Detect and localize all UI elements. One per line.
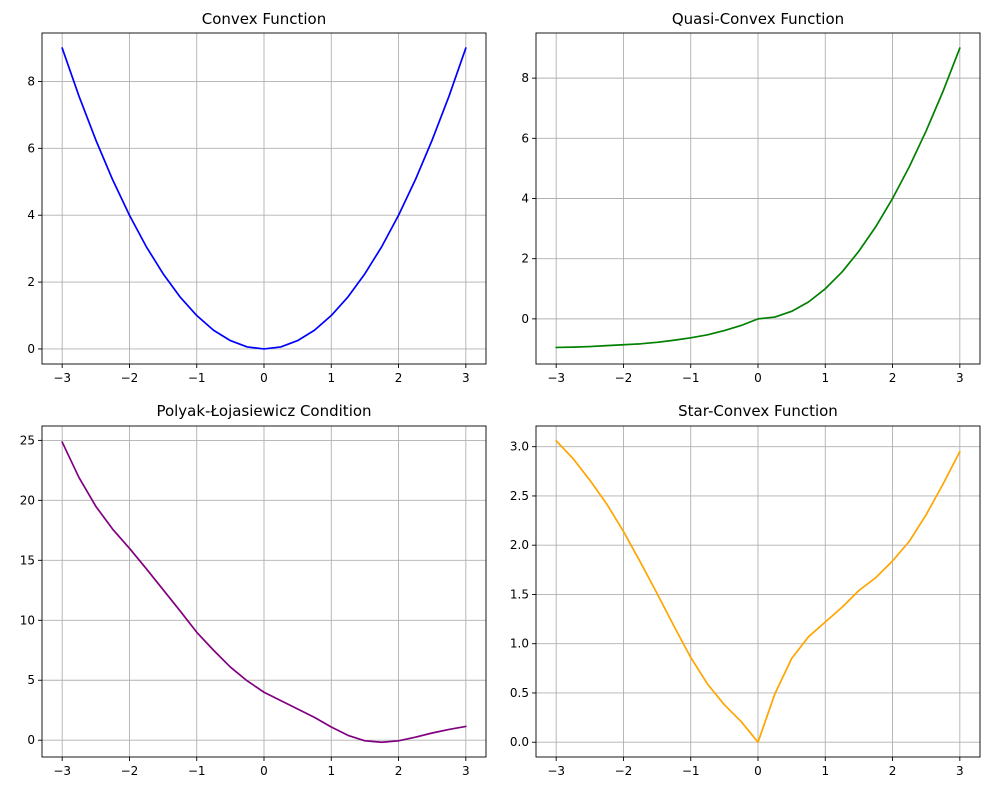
x-tick-label: 3 bbox=[956, 371, 964, 385]
x-tick-label: 1 bbox=[821, 371, 829, 385]
x-tick-label: −2 bbox=[615, 371, 633, 385]
x-tick-label: −1 bbox=[188, 371, 206, 385]
x-tick-label: 1 bbox=[327, 764, 335, 778]
x-tick-label: 2 bbox=[395, 371, 403, 385]
x-tick-label: 0 bbox=[260, 371, 268, 385]
series-line bbox=[61, 441, 467, 744]
y-tick-label: 2.0 bbox=[510, 538, 529, 552]
subplot-title: Star-Convex Function bbox=[678, 402, 838, 420]
x-tick-label: 0 bbox=[754, 764, 762, 778]
subplot-star-convex: Star-Convex Function −3 −2 −1 0 1 2 3 0.0 0.5 1.0… bbox=[510, 402, 981, 778]
x-tick-label: −2 bbox=[121, 371, 139, 385]
grid bbox=[42, 33, 486, 364]
y-tick-label: 4 bbox=[27, 208, 35, 222]
grid bbox=[536, 426, 980, 757]
y-tick-label: 3.0 bbox=[510, 440, 529, 454]
subplot-title: Quasi-Convex Function bbox=[672, 10, 844, 28]
y-tick-label: 20 bbox=[20, 493, 35, 507]
y-tick-label: 0 bbox=[521, 312, 529, 326]
x-tick-label: −1 bbox=[188, 764, 206, 778]
x-tick-label: 2 bbox=[889, 764, 897, 778]
x-tick-label: −2 bbox=[121, 764, 139, 778]
grid bbox=[42, 426, 486, 757]
x-tick-label: −3 bbox=[547, 371, 565, 385]
x-tick-label: −1 bbox=[682, 764, 700, 778]
y-tick-label: 10 bbox=[20, 613, 35, 627]
x-tick-label: 0 bbox=[260, 764, 268, 778]
y-tick-label: 5 bbox=[27, 673, 35, 687]
y-tick-label: 8 bbox=[521, 71, 529, 85]
y-tick-label: 0 bbox=[27, 342, 35, 356]
x-tick-label: −2 bbox=[615, 764, 633, 778]
grid bbox=[536, 33, 980, 364]
y-tick-label: 15 bbox=[20, 553, 35, 567]
x-tick-label: −3 bbox=[547, 764, 565, 778]
y-tick-label: 6 bbox=[27, 141, 35, 155]
series-line bbox=[555, 439, 961, 744]
y-tick-label: 1.5 bbox=[510, 587, 529, 601]
x-tick-label: 2 bbox=[395, 764, 403, 778]
subplot-quasi-convex: Quasi-Convex Function −3 −2 −1 0 1 2 3 0 2 4 6 8 bbox=[521, 10, 981, 385]
x-tick-label: −3 bbox=[53, 371, 71, 385]
y-tick-label: 2 bbox=[27, 275, 35, 289]
x-tick-label: −3 bbox=[53, 764, 71, 778]
x-tick-label: 2 bbox=[889, 371, 897, 385]
x-tick-label: 1 bbox=[821, 764, 829, 778]
y-tick-label: 6 bbox=[521, 131, 529, 145]
subplot-convex: Convex Function −3 −2 −1 0 1 2 3 0 2 4 6 8 bbox=[27, 10, 487, 385]
x-tick-label: 0 bbox=[754, 371, 762, 385]
subplot-polyak-lojasiewicz: Polyak-Łojasiewicz Condition −3 −2 −1 0 1 2 3 0… bbox=[20, 402, 487, 778]
x-tick-label: 3 bbox=[462, 371, 470, 385]
y-tick-label: 4 bbox=[521, 192, 529, 206]
subplot-title: Convex Function bbox=[202, 10, 326, 28]
x-tick-label: 1 bbox=[327, 371, 335, 385]
y-tick-label: 0.5 bbox=[510, 686, 529, 700]
y-tick-label: 0.0 bbox=[510, 735, 529, 749]
y-tick-label: 8 bbox=[27, 74, 35, 88]
y-tick-label: 0 bbox=[27, 733, 35, 747]
series-line bbox=[61, 47, 467, 350]
series-line bbox=[555, 47, 961, 349]
y-tick-label: 1.0 bbox=[510, 637, 529, 651]
subplot-title: Polyak-Łojasiewicz Condition bbox=[156, 402, 371, 420]
y-tick-label: 2.5 bbox=[510, 489, 529, 503]
x-tick-label: −1 bbox=[682, 371, 700, 385]
x-tick-label: 3 bbox=[462, 764, 470, 778]
y-tick-label: 25 bbox=[20, 433, 35, 447]
x-tick-label: 3 bbox=[956, 764, 964, 778]
y-tick-label: 2 bbox=[521, 252, 529, 266]
